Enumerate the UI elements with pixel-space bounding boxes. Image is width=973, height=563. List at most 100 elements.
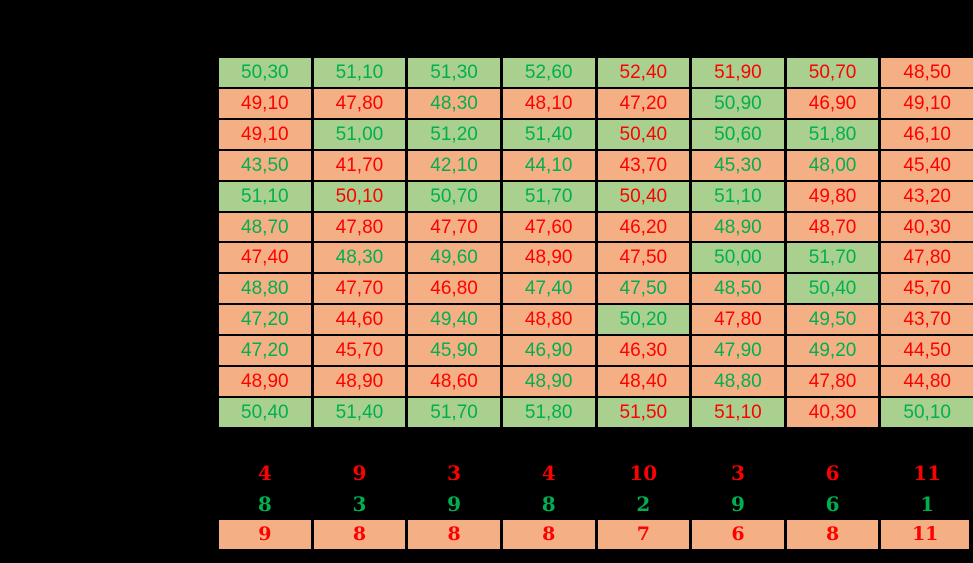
- red-count-cell[interactable]: 4: [541, 461, 556, 485]
- value-cell[interactable]: 51,80: [786, 119, 879, 149]
- value-cell[interactable]: 47,80: [692, 305, 784, 335]
- value-cell[interactable]: 45,70: [881, 274, 973, 304]
- value-cell[interactable]: 45,30: [692, 150, 784, 180]
- total-count-cell[interactable]: 9: [219, 520, 311, 549]
- value-cell[interactable]: 51,40: [313, 398, 406, 427]
- red-count-cell[interactable]: 4: [257, 461, 272, 485]
- value-cell[interactable]: 48,50: [692, 274, 784, 304]
- value-cell[interactable]: 51,10: [692, 398, 784, 427]
- value-cell[interactable]: 42,10: [408, 150, 500, 180]
- value-cell[interactable]: 46,80: [408, 274, 500, 304]
- value-cell[interactable]: 48,10: [502, 88, 595, 118]
- total-count-cell[interactable]: 6: [692, 520, 784, 549]
- value-cell[interactable]: 47,70: [408, 212, 500, 242]
- value-cell[interactable]: 51,00: [313, 119, 406, 149]
- value-cell[interactable]: 49,10: [881, 88, 973, 118]
- value-cell[interactable]: 50,90: [692, 88, 784, 118]
- green-count-cell[interactable]: 1: [920, 492, 935, 516]
- value-cell[interactable]: 50,10: [313, 181, 406, 211]
- value-cell[interactable]: 47,60: [502, 212, 595, 242]
- value-cell[interactable]: 52,60: [502, 58, 595, 87]
- value-cell[interactable]: 45,40: [881, 150, 973, 180]
- green-count-cell[interactable]: 8: [257, 492, 272, 516]
- value-cell[interactable]: 48,00: [786, 150, 879, 180]
- value-cell[interactable]: 49,20: [786, 336, 879, 366]
- value-cell[interactable]: 46,20: [597, 212, 690, 242]
- value-cell[interactable]: 48,30: [408, 88, 500, 118]
- total-count-cell[interactable]: 8: [313, 520, 406, 549]
- value-cell[interactable]: 45,90: [408, 336, 500, 366]
- red-count-cell[interactable]: 6: [825, 461, 840, 485]
- value-cell[interactable]: 44,50: [881, 336, 973, 366]
- value-cell[interactable]: 47,90: [692, 336, 784, 366]
- value-cell[interactable]: 48,30: [313, 243, 406, 273]
- green-count-cell[interactable]: 3: [352, 492, 367, 516]
- value-cell[interactable]: 49,50: [786, 305, 879, 335]
- green-count-cell[interactable]: 9: [447, 492, 462, 516]
- value-cell[interactable]: 47,20: [597, 88, 690, 118]
- value-cell[interactable]: 51,10: [313, 58, 406, 87]
- value-cell[interactable]: 45,70: [313, 336, 406, 366]
- value-cell[interactable]: 51,70: [408, 398, 500, 427]
- value-cell[interactable]: 51,80: [502, 398, 595, 427]
- red-count-cell[interactable]: 11: [913, 461, 942, 485]
- value-cell[interactable]: 48,40: [597, 367, 690, 397]
- value-cell[interactable]: 50,40: [597, 119, 690, 149]
- value-cell[interactable]: 51,70: [786, 243, 879, 273]
- value-cell[interactable]: 50,20: [597, 305, 690, 335]
- value-cell[interactable]: 50,00: [692, 243, 784, 273]
- value-cell[interactable]: 49,10: [219, 88, 311, 118]
- value-cell[interactable]: 51,90: [692, 58, 784, 87]
- value-cell[interactable]: 50,60: [692, 119, 784, 149]
- value-cell[interactable]: 47,40: [219, 243, 311, 273]
- value-cell[interactable]: 51,10: [219, 181, 311, 211]
- value-cell[interactable]: 51,40: [502, 119, 595, 149]
- value-cell[interactable]: 50,70: [408, 181, 500, 211]
- value-cell[interactable]: 48,70: [219, 212, 311, 242]
- value-cell[interactable]: 47,80: [313, 212, 406, 242]
- value-cell[interactable]: 46,30: [597, 336, 690, 366]
- value-cell[interactable]: 48,80: [219, 274, 311, 304]
- green-count-cell[interactable]: 9: [730, 492, 745, 516]
- value-cell[interactable]: 48,90: [219, 367, 311, 397]
- value-cell[interactable]: 49,10: [219, 119, 311, 149]
- total-count-cell[interactable]: 11: [881, 520, 969, 549]
- value-cell[interactable]: 49,40: [408, 305, 500, 335]
- value-cell[interactable]: 48,80: [502, 305, 595, 335]
- value-cell[interactable]: 47,80: [881, 243, 973, 273]
- value-cell[interactable]: 43,20: [881, 181, 973, 211]
- value-cell[interactable]: 50,40: [219, 398, 311, 427]
- value-cell[interactable]: 48,90: [692, 212, 784, 242]
- value-cell[interactable]: 50,40: [597, 181, 690, 211]
- value-cell[interactable]: 44,60: [313, 305, 406, 335]
- value-cell[interactable]: 51,70: [502, 181, 595, 211]
- total-count-cell[interactable]: 8: [502, 520, 595, 549]
- value-cell[interactable]: 47,80: [313, 88, 406, 118]
- value-cell[interactable]: 47,50: [597, 274, 690, 304]
- value-cell[interactable]: 47,40: [502, 274, 595, 304]
- value-cell[interactable]: 47,50: [597, 243, 690, 273]
- value-cell[interactable]: 48,90: [502, 243, 595, 273]
- value-cell[interactable]: 47,70: [313, 274, 406, 304]
- green-count-cell[interactable]: 2: [636, 492, 651, 516]
- red-count-cell[interactable]: 9: [352, 461, 367, 485]
- value-cell[interactable]: 51,30: [408, 58, 500, 87]
- total-count-cell[interactable]: 8: [408, 520, 500, 549]
- value-cell[interactable]: 46,90: [786, 88, 879, 118]
- value-cell[interactable]: 48,80: [692, 367, 784, 397]
- value-cell[interactable]: 47,80: [786, 367, 879, 397]
- value-cell[interactable]: 40,30: [881, 212, 973, 242]
- value-cell[interactable]: 50,40: [786, 274, 879, 304]
- red-count-cell[interactable]: 3: [730, 461, 745, 485]
- value-cell[interactable]: 50,10: [881, 398, 973, 427]
- value-cell[interactable]: 40,30: [786, 398, 879, 427]
- total-count-cell[interactable]: 8: [786, 520, 879, 549]
- red-count-cell[interactable]: 10: [629, 461, 658, 485]
- value-cell[interactable]: 51,20: [408, 119, 500, 149]
- red-count-cell[interactable]: 3: [447, 461, 462, 485]
- value-cell[interactable]: 51,10: [692, 181, 784, 211]
- value-cell[interactable]: 47,20: [219, 336, 311, 366]
- value-cell[interactable]: 44,10: [502, 150, 595, 180]
- total-count-cell[interactable]: 7: [597, 520, 690, 549]
- green-count-cell[interactable]: 6: [825, 492, 840, 516]
